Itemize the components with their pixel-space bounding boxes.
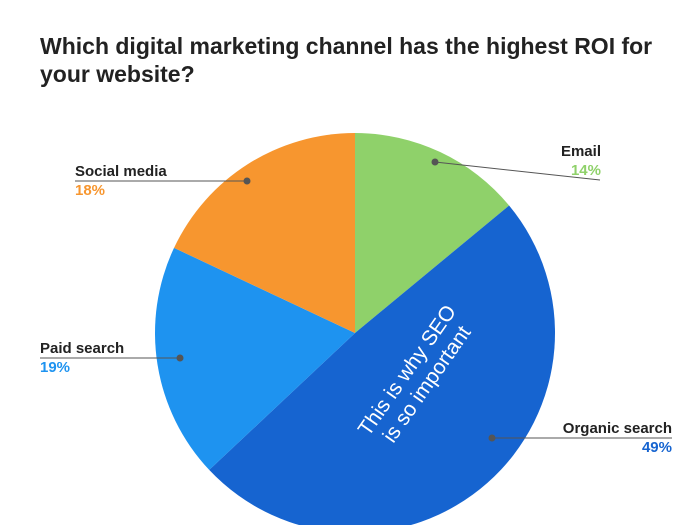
slice-label: Email (561, 143, 601, 160)
slice-label: Social media (75, 163, 167, 180)
pie-slice (355, 133, 510, 333)
pie-slice (155, 247, 355, 470)
pie-slice (209, 205, 555, 525)
value-label: 19% (40, 359, 70, 376)
leader-dot (176, 354, 184, 362)
chart-title: Which digital marketing channel has the … (40, 33, 653, 87)
leader-line (434, 161, 601, 181)
leader-dot (431, 158, 439, 166)
pie-slice (174, 133, 355, 333)
value-label: 14% (571, 162, 601, 179)
value-label: 49% (642, 439, 672, 456)
leader-dot (243, 177, 251, 185)
value-label: 18% (75, 182, 105, 199)
leader-dot (488, 434, 496, 442)
slice-label: Paid search (40, 340, 124, 357)
slice-label: Organic search (563, 420, 672, 437)
